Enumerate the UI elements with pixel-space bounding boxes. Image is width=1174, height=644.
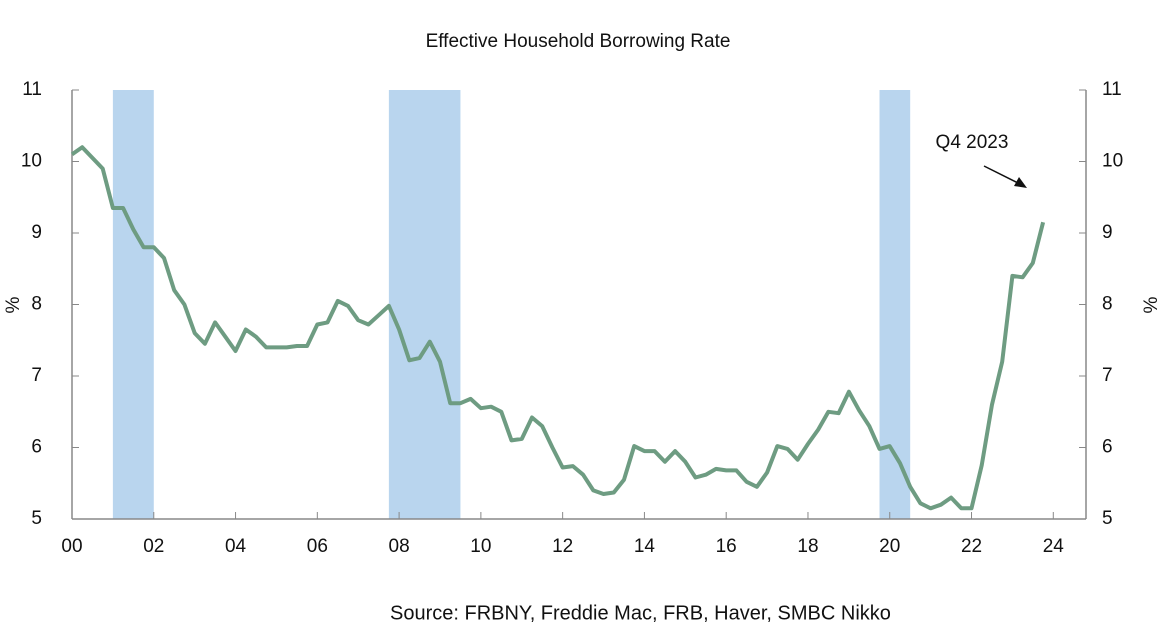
x-tick-label: 06	[307, 536, 328, 557]
x-tick-label: 00	[61, 536, 82, 557]
y2-tick-label: 6	[1102, 437, 1113, 458]
y2-tick-label: 11	[1102, 79, 1122, 100]
x-tick-label: 02	[143, 536, 164, 557]
y-tick-label: 7	[31, 365, 42, 386]
y-tick-label: 6	[31, 437, 42, 458]
y2-tick-label: 8	[1102, 294, 1113, 315]
x-tick-label: 10	[470, 536, 491, 557]
y2-axis-label: %	[1141, 296, 1162, 313]
y-tick-label: 9	[31, 222, 42, 243]
annotation-arrowhead	[1014, 177, 1027, 188]
annotation: Q4 2023	[936, 132, 1009, 153]
y-tick-label: 11	[22, 79, 42, 100]
y-tick-label: 8	[31, 294, 42, 315]
x-tick-label: 20	[879, 536, 900, 557]
y-tick-label: 10	[21, 151, 42, 172]
y2-tick-label: 7	[1102, 365, 1113, 386]
y2-tick-label: 9	[1102, 222, 1113, 243]
y-axis-label: %	[3, 296, 24, 313]
x-tick-label: 24	[1043, 536, 1065, 557]
source-note: Source: FRBNY, Freddie Mac, FRB, Haver, …	[390, 602, 891, 624]
rate-line	[70, 145, 1046, 511]
x-tick-label: 12	[552, 536, 573, 557]
recession-band	[388, 90, 461, 519]
annotation-arrow	[983, 165, 1021, 185]
x-tick-label: 16	[716, 536, 737, 557]
y2-tick-label: 10	[1102, 151, 1123, 172]
x-tick-label: 18	[797, 536, 818, 557]
x-tick-label: 08	[389, 536, 410, 557]
chart-title: Effective Household Borrowing Rate	[426, 31, 731, 52]
recession-band	[112, 90, 154, 519]
x-tick-label: 22	[961, 536, 982, 557]
x-tick-label: 04	[225, 536, 247, 557]
y-tick-label: 5	[31, 508, 42, 529]
x-tick-label: 14	[634, 536, 656, 557]
y2-tick-label: 5	[1102, 508, 1113, 529]
